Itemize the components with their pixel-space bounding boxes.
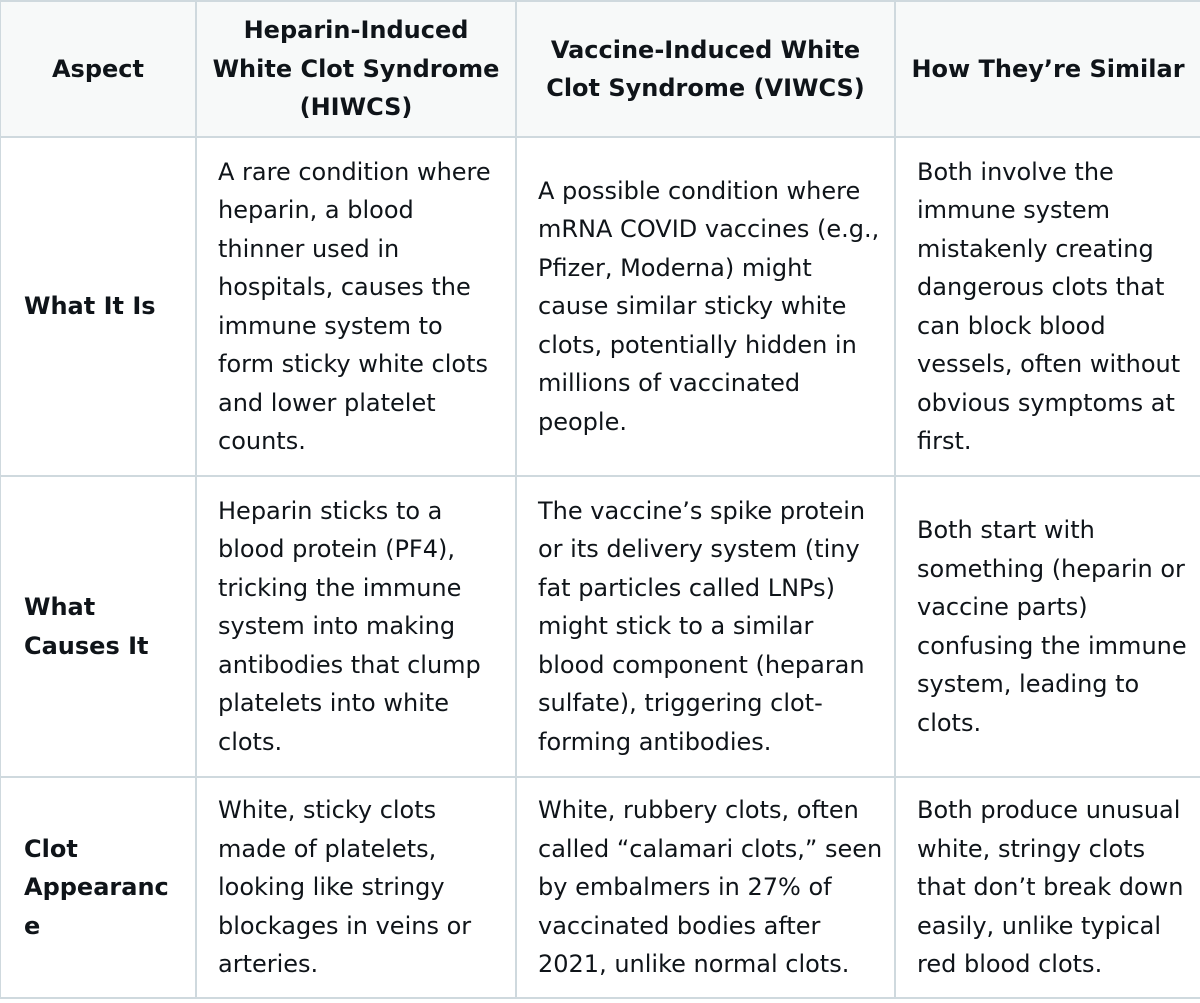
cell-aspect: Clot Appearance xyxy=(0,776,197,999)
cell-hiwcs: A rare condition where heparin, a blood … xyxy=(195,136,517,477)
cell-aspect: What Causes It xyxy=(0,475,197,778)
table-header-row: Aspect Heparin-Induced White Clot Syndro… xyxy=(0,0,1200,138)
header-hiwcs: Heparin-Induced White Clot Syndrome (HIW… xyxy=(195,0,517,138)
header-similar: How They’re Similar xyxy=(894,0,1200,138)
table-row: What Causes It Heparin sticks to a blood… xyxy=(0,475,1200,778)
table-row: Clot Appearance White, sticky clots made… xyxy=(0,776,1200,999)
cell-similar: Both start with something (heparin or va… xyxy=(894,475,1200,778)
cell-viwcs: White, rubbery clots, often called “cala… xyxy=(515,776,896,999)
cell-similar: Both produce unusual white, stringy clot… xyxy=(894,776,1200,999)
cell-aspect: What It Is xyxy=(0,136,197,477)
header-aspect: Aspect xyxy=(0,0,197,138)
cell-viwcs: A possible condition where mRNA COVID va… xyxy=(515,136,896,477)
cell-hiwcs: Heparin sticks to a blood protein (PF4),… xyxy=(195,475,517,778)
cell-hiwcs: White, sticky clots made of platelets, l… xyxy=(195,776,517,999)
cell-viwcs: The vaccine’s spike protein or its deliv… xyxy=(515,475,896,778)
cell-similar: Both involve the immune system mistakenl… xyxy=(894,136,1200,477)
header-viwcs: Vaccine-Induced White Clot Syndrome (VIW… xyxy=(515,0,896,138)
table-row: What It Is A rare condition where hepari… xyxy=(0,136,1200,477)
